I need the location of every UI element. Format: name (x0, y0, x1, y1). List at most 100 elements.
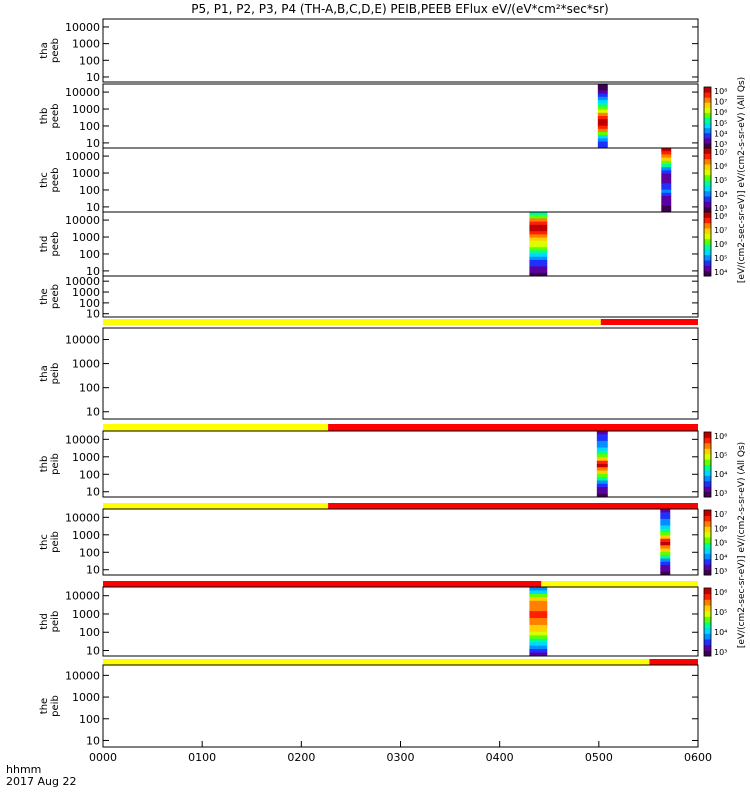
energy-tick-label: 10 (86, 564, 100, 577)
colorbar-swatch (704, 169, 711, 176)
spectrogram-bin (529, 224, 548, 229)
colorbar-swatch (704, 486, 711, 493)
colorbar-swatch (704, 510, 711, 516)
spectrogram-bin (661, 170, 672, 175)
colorbar-frame (703, 431, 712, 498)
spectrogram-bin (529, 624, 548, 629)
colorbar-swatch (704, 97, 711, 103)
spectrogram-bin (661, 164, 672, 168)
spectrogram-bin (529, 587, 548, 591)
spectrogram-bin (596, 483, 608, 488)
panel-frame (102, 83, 699, 149)
spectrogram-bin (661, 183, 672, 187)
colorbar-swatch (704, 599, 711, 606)
colorbar-swatch (704, 122, 711, 129)
mode-segment-fast (103, 581, 542, 587)
mode-segment-fast (600, 319, 698, 325)
spectrogram-bin (529, 649, 548, 654)
colorbar-swatch (704, 107, 711, 113)
spectrogram-bin (660, 545, 671, 550)
panel-frame (102, 664, 699, 748)
colorbar-swatch (704, 564, 711, 571)
spectrogram-bin (661, 180, 672, 184)
colorbar-swatch (704, 542, 711, 549)
colorbar-swatch (704, 254, 711, 261)
colorbar-swatch (704, 201, 711, 208)
spectrogram-bin (597, 100, 608, 104)
colorbar-swatch (704, 627, 711, 634)
spectrogram-bin (596, 431, 608, 435)
colorbar-swatch (704, 153, 711, 160)
colorbar-label: 10⁴ (714, 129, 727, 138)
spectrogram-bin (661, 160, 672, 165)
energy-tick-label: 10000 (65, 669, 100, 682)
time-tick-label: 0200 (287, 751, 315, 764)
energy-tick-label: 1000 (72, 167, 100, 180)
panel-the-peib: thepeib 10 100 1000 10000 (39, 664, 699, 748)
colorbar-swatch (704, 459, 711, 465)
spectrogram-bin (596, 477, 608, 481)
colorbar-swatch (704, 185, 711, 192)
panel-ylabel: thcpeeb (39, 168, 61, 193)
colorbar-swatch (704, 249, 711, 256)
spectrogram-bin (597, 119, 608, 123)
spectrogram-bin (529, 231, 548, 235)
colorbar-thb-peib: 10³ 10⁴ 10⁵ 10⁶ (703, 431, 727, 498)
panel-frame (102, 586, 699, 657)
energy-tick-label: 100 (79, 54, 100, 67)
panel-frame (102, 147, 699, 213)
time-tick-label: 0000 (89, 751, 117, 764)
colorbar-label: 10⁴ (714, 190, 727, 199)
spectrogram-bin (660, 548, 671, 553)
colorbar-swatch (704, 212, 711, 218)
spectrogram-bin (660, 518, 671, 523)
colorbar-swatch (704, 588, 711, 595)
spectrogram-bin (596, 493, 608, 498)
colorbar-thd-peib: 10³ 10⁴ 10⁵ 10⁶ (703, 587, 727, 657)
panel-frame (102, 508, 699, 576)
energy-tick-label: 10000 (65, 511, 100, 524)
spectrogram-bin (529, 638, 548, 643)
spectrogram-bin (596, 480, 608, 485)
spectrogram-bin (596, 447, 608, 452)
energy-tick-label: 1000 (72, 608, 100, 621)
spectrogram-bin (660, 522, 671, 526)
spectrogram-bin (661, 199, 672, 203)
panel-thc-peeb: thcpeeb 10 100 1000 10000 (39, 147, 699, 214)
colorbar-label: 10⁴ (714, 268, 727, 277)
time-tick-label: 0600 (684, 751, 712, 764)
colorbar-swatch (704, 569, 711, 576)
energy-tick-label: 10 (86, 308, 100, 321)
spectrogram-bin (529, 237, 548, 242)
spectrogram-bin (529, 652, 548, 657)
energy-tick-label: 1000 (72, 451, 100, 464)
colorbar-swatch (704, 148, 711, 154)
spectrogram-bin (660, 542, 671, 546)
spectrogram-bin (529, 272, 548, 277)
colorbar-swatch (704, 174, 711, 181)
energy-tick-label: 100 (79, 248, 100, 261)
mode-segment-fast (649, 659, 698, 665)
colorbar-label: 10⁶ (714, 162, 727, 171)
spectrogram-bin (596, 444, 608, 448)
spectrogram-bin (596, 460, 608, 465)
spectrogram-bin (660, 571, 671, 576)
spectrogram-bin (596, 470, 608, 475)
spectrogram-bin (529, 221, 548, 226)
spectrogram-bin (529, 645, 548, 650)
spectrogram-bin (661, 157, 672, 162)
spectrogram-bin (596, 464, 608, 468)
spectrogram-bin (529, 614, 548, 619)
spectrogram-bin (529, 642, 548, 647)
spectrogram-bin (529, 600, 548, 605)
spectrogram-bin (661, 208, 672, 213)
spectrogram-bin (529, 260, 548, 264)
spectrogram-bin (529, 611, 548, 616)
spectrogram-bin (597, 138, 608, 143)
spectrogram-bin (660, 535, 671, 540)
spectrogram-bin (596, 454, 608, 458)
colorbar-label: 10⁸ (714, 212, 727, 221)
colorbar-frame (703, 509, 712, 576)
